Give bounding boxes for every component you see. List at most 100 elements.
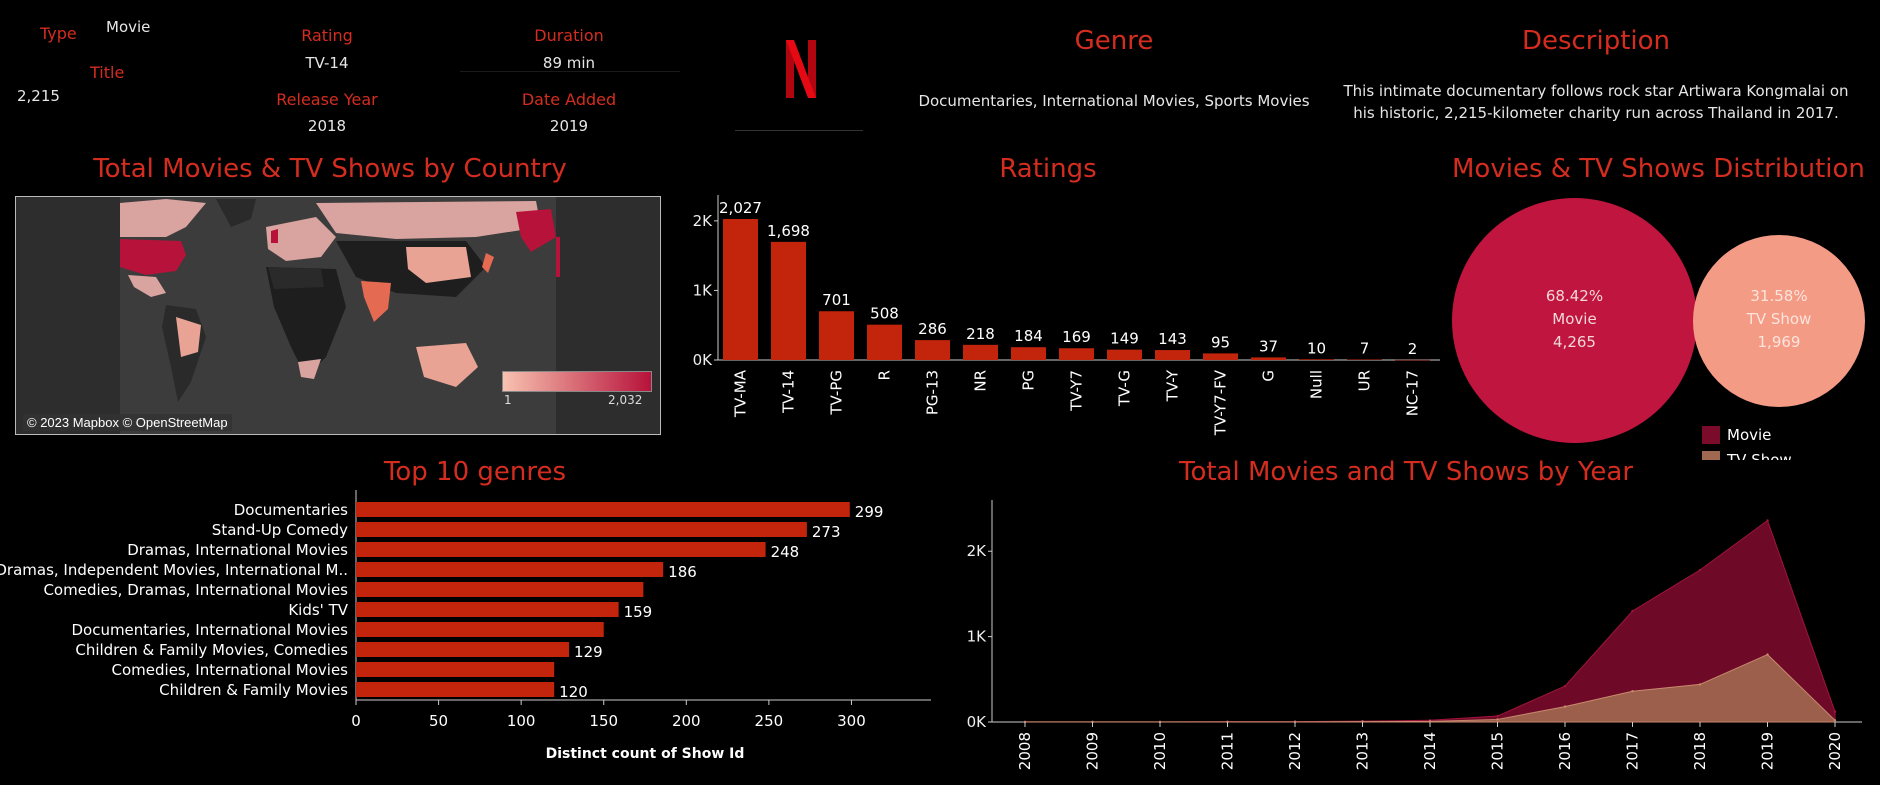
ratings-x-tick: TV-Y [1164, 369, 1182, 402]
ratings-bar[interactable] [1155, 350, 1190, 360]
year-x-tick: 2010 [1151, 732, 1169, 770]
genres-x-tick: 50 [429, 712, 448, 730]
genres-x-tick: 250 [755, 712, 784, 730]
genres-bar[interactable] [356, 542, 766, 557]
rating-value: TV-14 [305, 54, 349, 72]
year-x-tick: 2017 [1624, 732, 1642, 770]
genres-x-tick: 100 [507, 712, 536, 730]
legend-tvshow-swatch [1702, 451, 1720, 460]
ratings-bar[interactable] [963, 344, 998, 360]
ratings-bar[interactable] [1107, 349, 1142, 360]
ratings-x-tick: TV-G [1116, 370, 1134, 407]
ratings-bar[interactable] [915, 340, 950, 360]
tvshow-count: 1,969 [1757, 333, 1801, 351]
genres-category-label: Children & Family Movies, Comedies [75, 641, 348, 659]
year-x-tick: 2018 [1691, 732, 1709, 770]
ratings-data-label: 10 [1307, 339, 1326, 357]
color-legend [502, 371, 652, 392]
ratings-x-tick: NR [972, 370, 990, 392]
ratings-x-tick: TV-14 [780, 370, 798, 414]
release-value: 2018 [307, 117, 347, 135]
genres-bar[interactable] [356, 602, 619, 617]
ratings-bar[interactable] [1059, 348, 1094, 360]
genres-bar[interactable] [356, 502, 850, 517]
duration-label: Duration [534, 26, 604, 45]
year-point [1293, 720, 1297, 724]
legend-movie-label: Movie [1727, 426, 1772, 444]
year-point [1158, 720, 1162, 724]
year-point [1698, 568, 1702, 572]
ratings-data-label: 95 [1211, 333, 1230, 351]
ratings-data-label: 218 [966, 325, 995, 343]
ratings-data-label: 1,698 [767, 222, 810, 240]
ratings-data-label: 169 [1062, 328, 1091, 346]
ratings-data-label: 143 [1158, 330, 1187, 348]
genres-bar[interactable] [356, 582, 644, 597]
genres-chart: Documentaries 299 Stand-Up Comedy 273 Dramas… [0, 490, 931, 762]
world-map-svg [16, 197, 660, 434]
genres-x-tick: 0 [351, 712, 361, 730]
year-point [1833, 719, 1837, 722]
year-point [1631, 609, 1634, 613]
europe [266, 217, 336, 261]
ratings-bar[interactable] [1011, 347, 1046, 360]
year-point [1698, 683, 1702, 686]
bubble-movie[interactable] [1452, 198, 1697, 443]
china [406, 247, 471, 283]
year-title: Total Movies and TV Shows by Year [1178, 457, 1634, 487]
genres-category-label: Kids' TV [288, 601, 348, 619]
year-area-tvshow[interactable] [1024, 653, 1836, 723]
year-point [1833, 710, 1837, 713]
genres-bar[interactable] [356, 662, 555, 677]
ratings-y-tick: 2K [693, 212, 714, 230]
genres-x-tick: 150 [589, 712, 618, 730]
genres-category-label: Dramas, International Movies [127, 541, 348, 559]
ratings-bar[interactable] [771, 241, 806, 360]
bubble-tvshow[interactable] [1693, 235, 1865, 407]
genres-data-label: 186 [668, 563, 697, 581]
ratings-bar[interactable] [1347, 359, 1382, 361]
ratings-y-tick: 0K [693, 351, 714, 369]
ratings-x-tick: Null [1308, 370, 1326, 399]
year-point [1631, 690, 1634, 693]
year-chart: 0K 1K 2K 2008 2009 2010 2011 2012 2013 2014 2015 20… [967, 500, 1862, 770]
ratings-bar[interactable] [1251, 357, 1286, 360]
genres-bar[interactable] [356, 562, 664, 577]
genres-bar[interactable] [356, 682, 555, 697]
year-x-tick: 2016 [1556, 732, 1574, 770]
ratings-bar[interactable] [867, 324, 902, 360]
genres-category-label: Comedies, Dramas, International Movies [43, 581, 348, 599]
genres-bar[interactable] [356, 622, 604, 637]
genres-data-label: 129 [574, 643, 603, 661]
ratings-bar[interactable] [819, 311, 854, 360]
type-label: Type [40, 24, 77, 43]
usa [120, 239, 186, 275]
ratings-x-tick: UR [1356, 370, 1374, 391]
year-x-tick: 2011 [1219, 732, 1237, 770]
ratings-x-tick: PG-13 [924, 370, 942, 415]
year-point [1226, 720, 1229, 724]
description-title: Description [1521, 26, 1671, 56]
map-title: Total Movies & TV Shows by Country [93, 154, 567, 184]
ratings-bar[interactable] [1395, 359, 1430, 361]
year-point [1428, 720, 1432, 723]
ratings-data-label: 184 [1014, 327, 1043, 345]
ratings-data-label: 7 [1360, 340, 1370, 358]
ratings-data-label: 37 [1259, 337, 1278, 355]
genres-data-label: 248 [771, 543, 800, 561]
legend-max: 2,032 [608, 393, 643, 407]
africa [266, 267, 346, 377]
ratings-x-tick: TV-Y7-FV [1212, 369, 1230, 436]
greenland [216, 199, 256, 227]
year-x-tick: 2013 [1354, 732, 1372, 770]
country-map[interactable]: © 2023 Mapbox © OpenStreetMap 1 2,032 [15, 196, 661, 435]
tvshow-name: TV Show [1746, 310, 1812, 328]
canada-east [556, 237, 560, 277]
genres-bar[interactable] [356, 522, 807, 537]
genres-bar[interactable] [356, 642, 570, 657]
genres-category-label: Stand-Up Comedy [212, 521, 348, 539]
ratings-bar[interactable] [1299, 359, 1334, 360]
uk [271, 229, 278, 243]
ratings-bar[interactable] [723, 218, 758, 360]
ratings-bar[interactable] [1203, 353, 1238, 360]
